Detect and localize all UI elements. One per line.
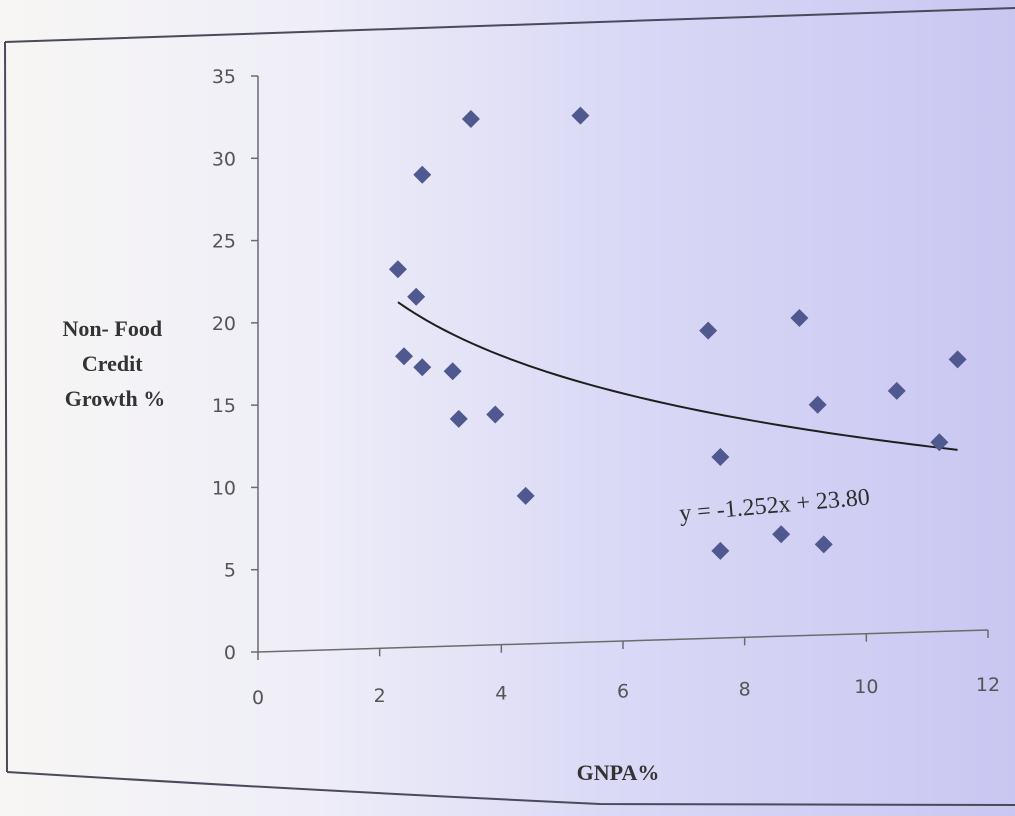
x-tick-label: 6 bbox=[617, 681, 629, 703]
data-point bbox=[808, 395, 827, 414]
data-point bbox=[388, 260, 407, 279]
data-point bbox=[516, 486, 535, 505]
y-tick-label: 10 bbox=[212, 477, 236, 499]
y-tick-label: 20 bbox=[212, 313, 236, 335]
data-point bbox=[699, 321, 718, 340]
y-tick-label: 15 bbox=[212, 395, 236, 417]
data-point bbox=[413, 165, 432, 184]
y-ticks: 0 5 10 15 20 25 30 35 bbox=[212, 66, 258, 664]
data-points bbox=[388, 106, 967, 560]
y-tick-label: 35 bbox=[212, 66, 236, 88]
y-axis-title: Non- Food Credit Growth % bbox=[62, 316, 167, 411]
data-point bbox=[449, 409, 468, 428]
data-point bbox=[571, 106, 590, 125]
y-axis-title-line-3: Growth % bbox=[65, 386, 165, 411]
data-point bbox=[711, 541, 730, 560]
data-point bbox=[790, 309, 809, 328]
y-tick-label: 25 bbox=[212, 231, 236, 253]
data-point bbox=[486, 405, 505, 424]
data-point bbox=[461, 109, 480, 128]
data-point bbox=[930, 433, 949, 452]
chart-frame bbox=[4, 7, 1015, 806]
equation-label: y = -1.252x + 23.80 bbox=[678, 484, 871, 527]
data-point bbox=[395, 347, 413, 366]
x-tick-label: 2 bbox=[374, 685, 386, 707]
y-tick-label: 30 bbox=[212, 148, 236, 170]
x-tick-label: 8 bbox=[739, 678, 751, 700]
data-point bbox=[711, 448, 730, 467]
y-axis-title-line-2: Credit bbox=[82, 351, 143, 376]
data-point bbox=[407, 287, 426, 306]
x-ticks: 0 2 4 6 8 10 12 bbox=[252, 630, 1000, 709]
data-point bbox=[814, 535, 833, 554]
trendline bbox=[397, 301, 958, 451]
x-tick-label: 12 bbox=[976, 674, 1000, 696]
y-axis-title-line-1: Non- Food bbox=[62, 316, 162, 341]
y-tick-label: 0 bbox=[224, 642, 236, 664]
x-tick-label: 10 bbox=[854, 676, 878, 698]
x-tick-label: 0 bbox=[252, 687, 264, 709]
data-point bbox=[887, 381, 906, 400]
y-tick-label: 5 bbox=[224, 560, 236, 582]
data-point bbox=[948, 350, 967, 369]
x-tick-label: 4 bbox=[495, 683, 507, 705]
data-point bbox=[443, 362, 462, 381]
data-point bbox=[772, 525, 791, 544]
data-point bbox=[413, 358, 432, 377]
x-axis-title: GNPA% bbox=[577, 760, 660, 785]
